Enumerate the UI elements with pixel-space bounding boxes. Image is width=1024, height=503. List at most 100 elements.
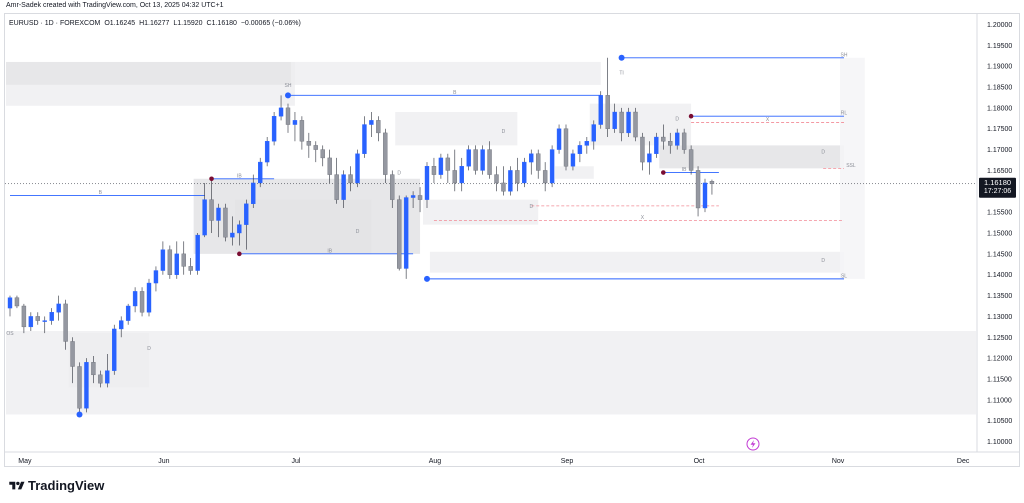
candle	[675, 128, 680, 150]
candle	[355, 149, 360, 188]
candle	[320, 145, 325, 167]
candle	[633, 107, 638, 142]
annotation-label: OS	[6, 331, 14, 337]
candle-body	[681, 132, 687, 150]
level-label: B	[99, 190, 103, 196]
candle-body	[605, 95, 610, 129]
candle-body	[306, 141, 312, 146]
candle-body	[459, 166, 464, 184]
candle-body	[695, 170, 701, 209]
time-axis[interactable]: May Jun Jul Aug Sep Oct Nov Dec	[18, 458, 970, 465]
candle	[70, 337, 75, 384]
candle-body	[487, 149, 492, 175]
tradingview-logo[interactable]: TradingView	[9, 478, 104, 493]
annotation-label: D	[356, 229, 360, 235]
candle	[529, 149, 534, 175]
candle	[167, 245, 173, 279]
price-tick-label: 1.11500	[987, 377, 1012, 384]
candle-body	[77, 366, 82, 409]
candle-body	[35, 316, 40, 321]
level-label: IB	[237, 173, 242, 179]
candle	[230, 216, 235, 246]
candle	[271, 112, 277, 146]
candle-body	[369, 120, 374, 125]
symbol-name[interactable]: EURUSD · 1D · FOREXCOM	[9, 20, 101, 27]
candle	[542, 162, 548, 192]
candle	[640, 132, 645, 171]
candle	[292, 112, 298, 142]
pivot-marker	[618, 54, 625, 61]
candle	[431, 157, 437, 183]
candle-body	[501, 182, 506, 192]
candle	[501, 166, 506, 196]
price-tick-label: 1.10000	[987, 439, 1012, 446]
price-tick-label: 1.19500	[987, 43, 1012, 50]
candle	[494, 166, 499, 192]
price-tick-label: 1.18500	[987, 85, 1012, 92]
annotation-label: D	[397, 171, 401, 177]
time-tick-label: Dec	[957, 458, 970, 465]
zone-box	[6, 331, 976, 415]
candle	[661, 124, 666, 150]
candle	[84, 358, 89, 413]
candle	[139, 287, 145, 317]
candle-body	[417, 195, 423, 200]
candle	[223, 203, 228, 242]
candle-body	[563, 128, 569, 167]
candle-body	[619, 111, 624, 134]
candle-body	[251, 182, 256, 204]
annotation-label: TI	[619, 70, 623, 76]
candle-body	[410, 195, 416, 198]
candle	[536, 149, 541, 179]
candle-body	[98, 374, 103, 384]
candle-body	[167, 249, 173, 275]
price-tick-label: 1.19000	[987, 64, 1012, 71]
lightning-icon[interactable]	[746, 437, 760, 451]
pivot-marker	[237, 251, 242, 257]
annotation-label: D	[821, 258, 825, 264]
price-tick-label: 1.14000	[987, 272, 1012, 279]
candle-body	[139, 291, 145, 313]
candle	[42, 316, 47, 334]
candle-body	[285, 107, 291, 125]
candle-body	[292, 120, 298, 125]
time-tick-label: Nov	[832, 458, 845, 465]
candle-body	[654, 136, 659, 154]
candle-body	[188, 266, 193, 271]
candle	[63, 299, 68, 350]
candle-body	[348, 174, 353, 184]
candle-body	[21, 305, 27, 328]
time-tick-label: May	[18, 458, 32, 465]
price-axis[interactable]: 1.20000 1.19500 1.19000 1.18500 1.18000 1.175…	[987, 22, 1012, 446]
time-tick-label: Jun	[158, 458, 169, 465]
zone-box	[395, 112, 518, 146]
last-price-label: 1.16180	[984, 178, 1011, 187]
candle-body	[105, 370, 110, 384]
candle-body	[542, 170, 548, 184]
candle	[77, 362, 82, 415]
candle	[508, 166, 513, 196]
price-tick-label: 1.20000	[987, 22, 1012, 29]
candle	[146, 278, 152, 317]
candle-body	[626, 111, 631, 134]
candle-body	[403, 197, 409, 269]
candle	[7, 295, 13, 317]
candle	[619, 107, 624, 142]
price-tick-label: 1.17000	[987, 147, 1012, 154]
price-tick-label: 1.14500	[987, 251, 1012, 258]
candle	[445, 153, 451, 183]
candle-body	[341, 174, 346, 200]
zone-box	[659, 145, 844, 169]
time-tick-label: Jul	[291, 458, 300, 465]
candle	[626, 107, 631, 138]
candle-body	[334, 174, 339, 200]
candle	[410, 191, 416, 208]
annotation-label: D	[821, 150, 825, 156]
pivot-marker	[209, 176, 214, 182]
candle-body	[445, 157, 451, 171]
time-tick-label: Sep	[561, 458, 574, 465]
levels-layer: BBSLSHIBIBRLIBXXXSSL	[5, 52, 977, 279]
level-label: SSL	[846, 163, 856, 169]
zone-box	[429, 251, 844, 273]
